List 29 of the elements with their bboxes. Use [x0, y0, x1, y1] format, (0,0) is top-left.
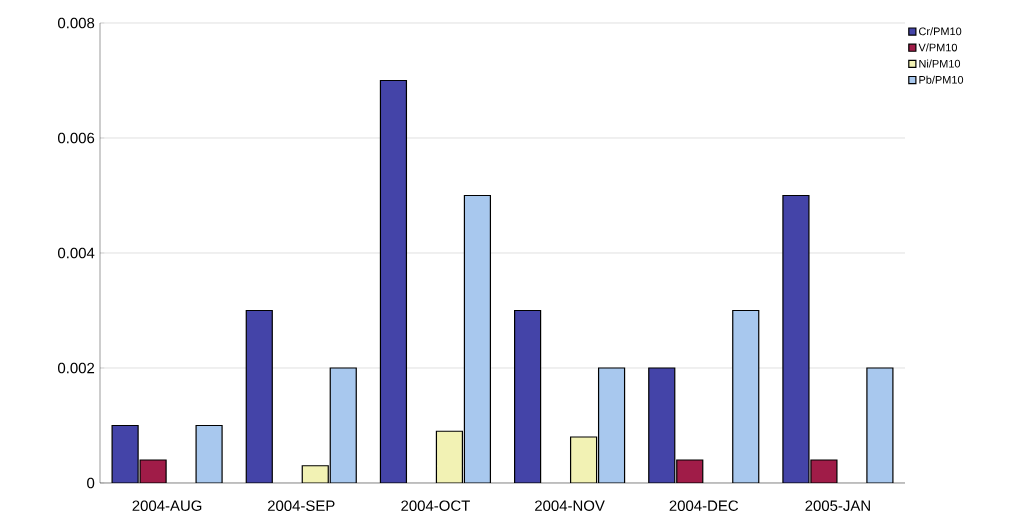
y-tick-label: 0.008: [58, 17, 95, 29]
bar: [463, 194, 492, 483]
legend-label: Ni/PM10: [919, 59, 961, 68]
legend-label: Pb/PM10: [919, 75, 964, 84]
bar: [111, 424, 139, 483]
x-tick-label: 2005-JAN: [805, 500, 870, 511]
y-tick-label: 0.004: [58, 247, 95, 259]
bar: [866, 367, 894, 483]
bar: [435, 430, 464, 483]
bar: [782, 194, 810, 483]
bar: [195, 424, 223, 483]
x-tick-label: 2004-OCT: [401, 500, 470, 511]
bar: [379, 79, 408, 483]
legend-label: Cr/PM10: [919, 27, 962, 36]
bar: [732, 309, 760, 483]
bar: [514, 309, 542, 483]
legend-label: V/PM10: [918, 43, 958, 52]
x-tick-label: 2004-NOV: [535, 500, 605, 511]
bar: [648, 367, 676, 483]
x-tick-label: 2004-DEC: [669, 500, 739, 511]
y-tick-label: 0: [87, 477, 95, 489]
y-tick-label: 0.006: [58, 132, 95, 144]
bar: [597, 367, 626, 483]
bar: [569, 436, 598, 483]
x-tick-label: 2004-AUG: [132, 500, 202, 511]
bar: [329, 367, 357, 483]
y-tick-label: 0.002: [58, 362, 95, 374]
x-tick-label: 2004-SEP: [267, 500, 335, 511]
bar: [245, 309, 273, 483]
